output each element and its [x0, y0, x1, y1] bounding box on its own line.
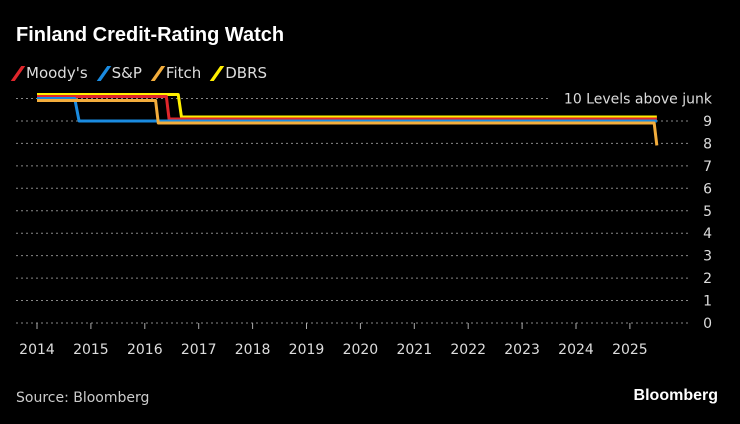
chart-title: Finland Credit-Rating Watch	[16, 24, 285, 46]
x-tick-label: 2018	[235, 342, 271, 358]
x-tick-label: 2025	[612, 342, 648, 358]
y-tick-label: 8	[703, 136, 712, 152]
x-tick-label: 2021	[396, 342, 432, 358]
legend-label: S&P	[111, 64, 142, 82]
legend-item: S&P	[96, 64, 142, 82]
x-tick-label: 2024	[558, 342, 594, 358]
series-line-moodys	[37, 95, 657, 121]
annotation-label: 10 Levels above junk	[564, 92, 713, 108]
series-line-fitch	[37, 99, 659, 146]
y-tick-label: 2	[703, 271, 712, 287]
x-tick-label: 2015	[73, 342, 109, 358]
y-tick-label: 4	[703, 226, 712, 242]
y-tick-label: 0	[703, 316, 712, 332]
x-tick-label: 2022	[450, 342, 486, 358]
legend-label: Moody's	[26, 64, 88, 82]
x-tick-label: 2023	[504, 342, 540, 358]
legend-item: DBRS	[209, 64, 268, 82]
legend-item: Moody's	[10, 64, 88, 82]
legend: Moody's S&P Fitch DBRS	[10, 64, 268, 82]
series-line-dbrs	[37, 93, 657, 119]
legend-item: Fitch	[150, 64, 202, 82]
y-tick-label: 1	[703, 294, 712, 310]
legend-label: Fitch	[165, 64, 202, 82]
y-tick-label: 6	[703, 181, 712, 197]
x-tick-label: 2020	[343, 342, 379, 358]
x-tick-label: 2017	[181, 342, 217, 358]
bloomberg-logo: Bloomberg	[633, 387, 718, 404]
x-tick-label: 2019	[289, 342, 325, 358]
x-tick-label: 2014	[19, 342, 55, 358]
legend-label: DBRS	[225, 64, 268, 82]
y-tick-label: 9	[703, 114, 712, 130]
series-line-sp	[37, 97, 657, 123]
source-note: Source: Bloomberg	[16, 390, 150, 406]
y-tick-label: 5	[703, 204, 712, 220]
x-tick-label: 2016	[127, 342, 163, 358]
y-tick-label: 3	[703, 249, 712, 265]
y-tick-label: 7	[703, 159, 712, 175]
